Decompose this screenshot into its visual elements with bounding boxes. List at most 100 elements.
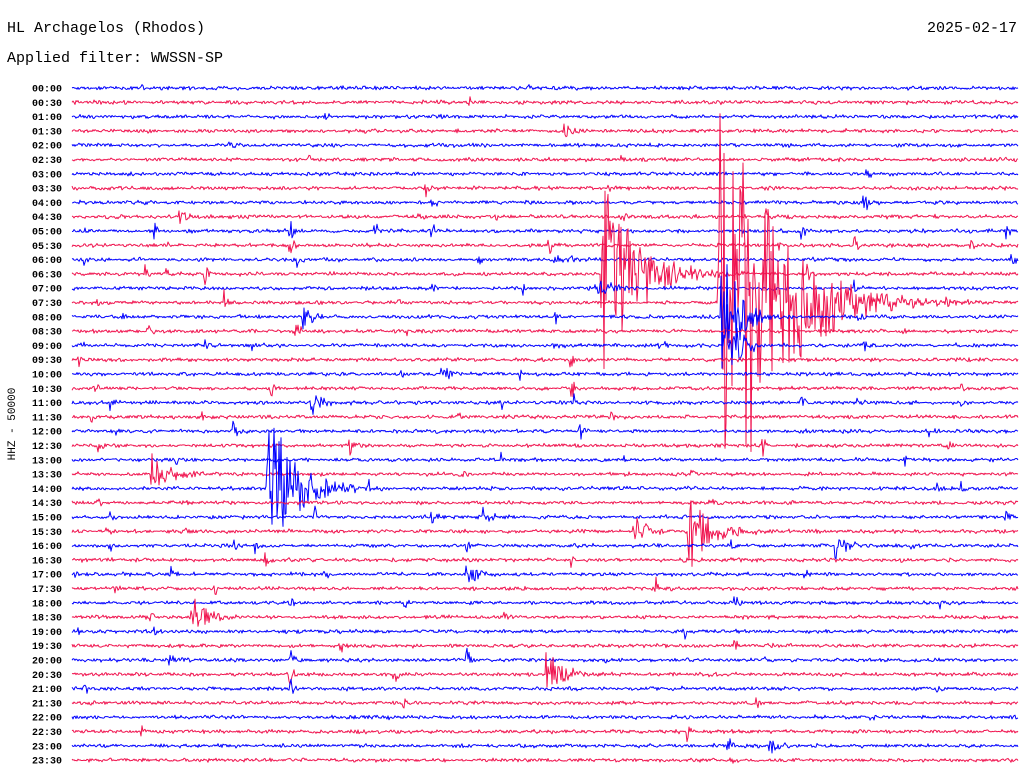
time-tick-label: 09:30 bbox=[32, 356, 62, 367]
trace-00-30 bbox=[71, 96, 1019, 106]
time-tick-label: 23:30 bbox=[32, 757, 62, 768]
time-tick-label: 05:30 bbox=[32, 242, 62, 253]
trace-22-30 bbox=[71, 725, 1019, 743]
trace-01-30 bbox=[71, 123, 1019, 138]
trace-08-30 bbox=[71, 324, 1019, 337]
time-tick-label: 13:30 bbox=[32, 471, 62, 482]
trace-11-30 bbox=[71, 411, 1019, 423]
time-tick-label: 01:30 bbox=[32, 127, 62, 138]
date-label: 2025-02-17 bbox=[926, 20, 1017, 37]
time-tick-label: 04:00 bbox=[32, 199, 62, 210]
trace-00-00 bbox=[71, 84, 1019, 91]
time-tick-label: 10:00 bbox=[32, 371, 62, 382]
time-tick-label: 18:00 bbox=[32, 599, 62, 610]
trace-08-00 bbox=[71, 264, 1019, 369]
trace-04-00 bbox=[71, 195, 1019, 211]
trace-20-00 bbox=[71, 647, 1019, 666]
trace-09-30 bbox=[71, 355, 1019, 368]
trace-10-30 bbox=[71, 381, 1019, 398]
station-title: HL Archagelos (Rhodos) bbox=[7, 20, 206, 37]
trace-02-00 bbox=[71, 141, 1019, 149]
trace-20-30 bbox=[71, 652, 1019, 688]
time-tick-label: 22:00 bbox=[32, 714, 62, 725]
trace-06-00 bbox=[71, 254, 1019, 268]
time-tick-label: 04:30 bbox=[32, 213, 62, 224]
trace-01-00 bbox=[71, 113, 1019, 120]
time-tick-label: 06:00 bbox=[32, 256, 62, 267]
trace-14-30 bbox=[71, 498, 1019, 507]
time-tick-label: 08:00 bbox=[32, 313, 62, 324]
trace-07-30 bbox=[71, 113, 1019, 452]
time-tick-label: 06:30 bbox=[32, 270, 62, 281]
filter-label: Applied filter: WWSSN-SP bbox=[7, 50, 224, 67]
time-tick-label: 10:30 bbox=[32, 385, 62, 396]
trace-17-00 bbox=[71, 565, 1018, 583]
time-tick-label: 23:00 bbox=[32, 742, 62, 753]
time-tick-label: 02:00 bbox=[32, 142, 62, 153]
time-tick-label: 14:00 bbox=[32, 485, 62, 496]
trace-16-30 bbox=[72, 552, 1019, 568]
time-tick-label: 19:30 bbox=[32, 642, 62, 653]
time-tick-label: 03:30 bbox=[32, 185, 62, 196]
trace-15-00 bbox=[71, 505, 1019, 524]
time-tick-label: 16:00 bbox=[32, 542, 62, 553]
time-tick-label: 13:00 bbox=[32, 456, 62, 467]
trace-18-00 bbox=[71, 596, 1019, 610]
trace-group bbox=[71, 84, 1019, 764]
trace-03-30 bbox=[71, 184, 1019, 198]
trace-07-00 bbox=[71, 279, 1019, 296]
time-tick-label: 07:00 bbox=[32, 285, 62, 296]
trace-17-30 bbox=[71, 576, 1019, 595]
channel-scale-label: HHZ - 50000 bbox=[7, 388, 19, 461]
time-tick-label: 12:00 bbox=[32, 428, 62, 439]
time-tick-label: 09:00 bbox=[32, 342, 62, 353]
time-tick-label: 00:30 bbox=[32, 99, 62, 110]
time-tick-label: 18:30 bbox=[32, 614, 62, 625]
trace-02-30 bbox=[71, 154, 1019, 163]
trace-13-30 bbox=[71, 453, 1019, 486]
time-tick-label: 15:30 bbox=[32, 528, 62, 539]
trace-12-30 bbox=[71, 439, 1019, 457]
trace-10-00 bbox=[71, 367, 1019, 381]
trace-06-30 bbox=[71, 190, 1019, 370]
trace-05-30 bbox=[71, 236, 1019, 254]
time-tick-label: 12:30 bbox=[32, 442, 62, 453]
trace-23-00 bbox=[71, 738, 1019, 754]
trace-15-30 bbox=[71, 500, 1019, 567]
time-tick-label: 08:30 bbox=[32, 328, 62, 339]
time-tick-label: 15:00 bbox=[32, 514, 62, 525]
trace-09-00 bbox=[71, 304, 1019, 366]
time-tick-label: 05:00 bbox=[32, 228, 62, 239]
time-tick-label: 20:00 bbox=[32, 657, 62, 668]
trace-13-00 bbox=[71, 451, 1019, 467]
trace-19-30 bbox=[71, 640, 1019, 653]
trace-03-00 bbox=[71, 169, 1019, 178]
time-tick-label: 22:30 bbox=[32, 728, 62, 739]
time-tick-label: 07:30 bbox=[32, 299, 62, 310]
time-axis-labels: 00:00 00:30 01:00 01:30 02:00 02:30 03:00 03:30… bbox=[32, 85, 62, 768]
trace-21-30 bbox=[71, 697, 1019, 709]
trace-05-00 bbox=[71, 221, 1019, 240]
trace-12-00 bbox=[71, 420, 1019, 440]
time-tick-label: 01:00 bbox=[32, 113, 62, 124]
time-tick-label: 21:00 bbox=[32, 685, 62, 696]
time-tick-label: 14:30 bbox=[32, 499, 62, 510]
trace-14-00 bbox=[71, 427, 1019, 527]
time-tick-label: 20:30 bbox=[32, 671, 62, 682]
trace-04-30 bbox=[71, 208, 1018, 224]
time-tick-label: 03:00 bbox=[32, 170, 62, 181]
time-tick-label: 11:00 bbox=[32, 399, 62, 410]
time-tick-label: 17:00 bbox=[32, 571, 62, 582]
trace-18-30 bbox=[71, 598, 1019, 627]
time-tick-label: 11:30 bbox=[32, 413, 62, 424]
trace-11-00 bbox=[71, 393, 1019, 415]
trace-21-00 bbox=[71, 678, 1019, 694]
trace-16-00 bbox=[71, 539, 1019, 560]
trace-19-00 bbox=[71, 626, 1019, 640]
trace-22-00 bbox=[71, 714, 1019, 721]
trace-23-30 bbox=[71, 757, 1019, 764]
time-tick-label: 17:30 bbox=[32, 585, 62, 596]
time-tick-label: 21:30 bbox=[32, 699, 62, 710]
